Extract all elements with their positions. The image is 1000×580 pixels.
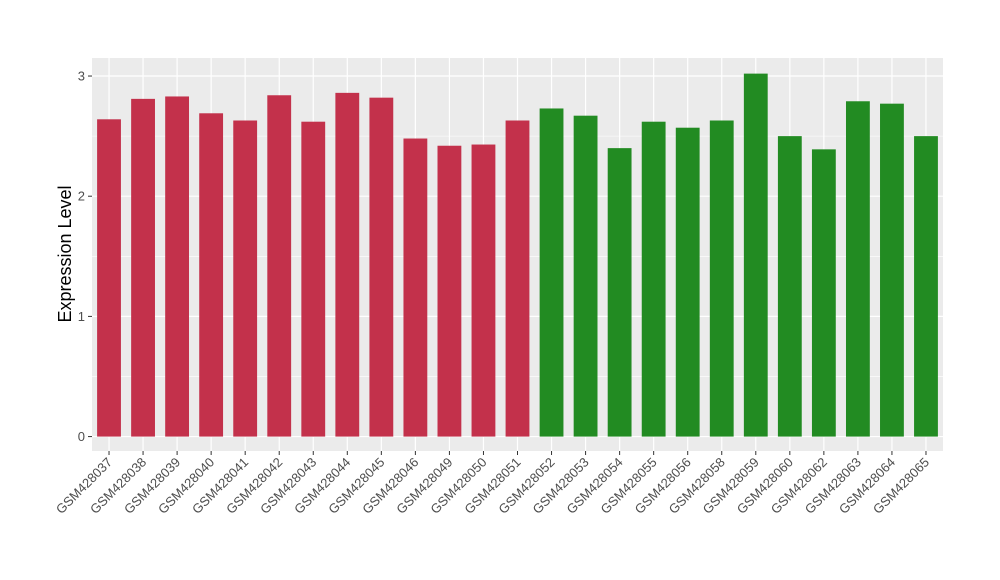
bars — [97, 73, 938, 437]
y-tick-label: 0 — [78, 429, 85, 444]
bar-gsm428064 — [880, 103, 904, 437]
bar-gsm428042 — [267, 95, 292, 437]
bar-gsm428039 — [165, 96, 190, 437]
bar-gsm428059 — [743, 73, 768, 437]
bar-gsm428040 — [199, 113, 224, 437]
bar-gsm428065 — [914, 136, 938, 437]
bar-gsm428058 — [709, 120, 734, 437]
bar-gsm428044 — [335, 92, 360, 437]
y-tick-label: 3 — [78, 69, 85, 84]
bar-gsm428053 — [573, 115, 598, 437]
x-axis: GSM428037GSM428038GSM428039GSM428040GSM4… — [53, 451, 932, 517]
bar-gsm428045 — [369, 97, 394, 437]
bar-gsm428060 — [777, 136, 802, 437]
bar-gsm428062 — [811, 149, 836, 437]
y-tick-label: 1 — [78, 309, 85, 324]
bar-gsm428049 — [437, 145, 462, 437]
bar-gsm428056 — [675, 127, 700, 437]
bar-gsm428037 — [97, 119, 121, 437]
bar-gsm428054 — [607, 148, 632, 437]
bar-gsm428051 — [505, 120, 530, 437]
bar-gsm428050 — [471, 144, 496, 437]
y-axis-title: Expression Level — [55, 185, 75, 322]
bar-gsm428055 — [641, 121, 666, 437]
y-axis: 0 1 2 3 — [78, 69, 92, 444]
bar-gsm428052 — [539, 108, 564, 437]
bar-gsm428041 — [233, 120, 258, 437]
bar-gsm428046 — [403, 138, 428, 437]
bar-gsm428043 — [301, 121, 326, 437]
y-tick-label: 2 — [78, 189, 85, 204]
bar-gsm428038 — [131, 98, 155, 437]
bar-gsm428063 — [845, 101, 870, 437]
